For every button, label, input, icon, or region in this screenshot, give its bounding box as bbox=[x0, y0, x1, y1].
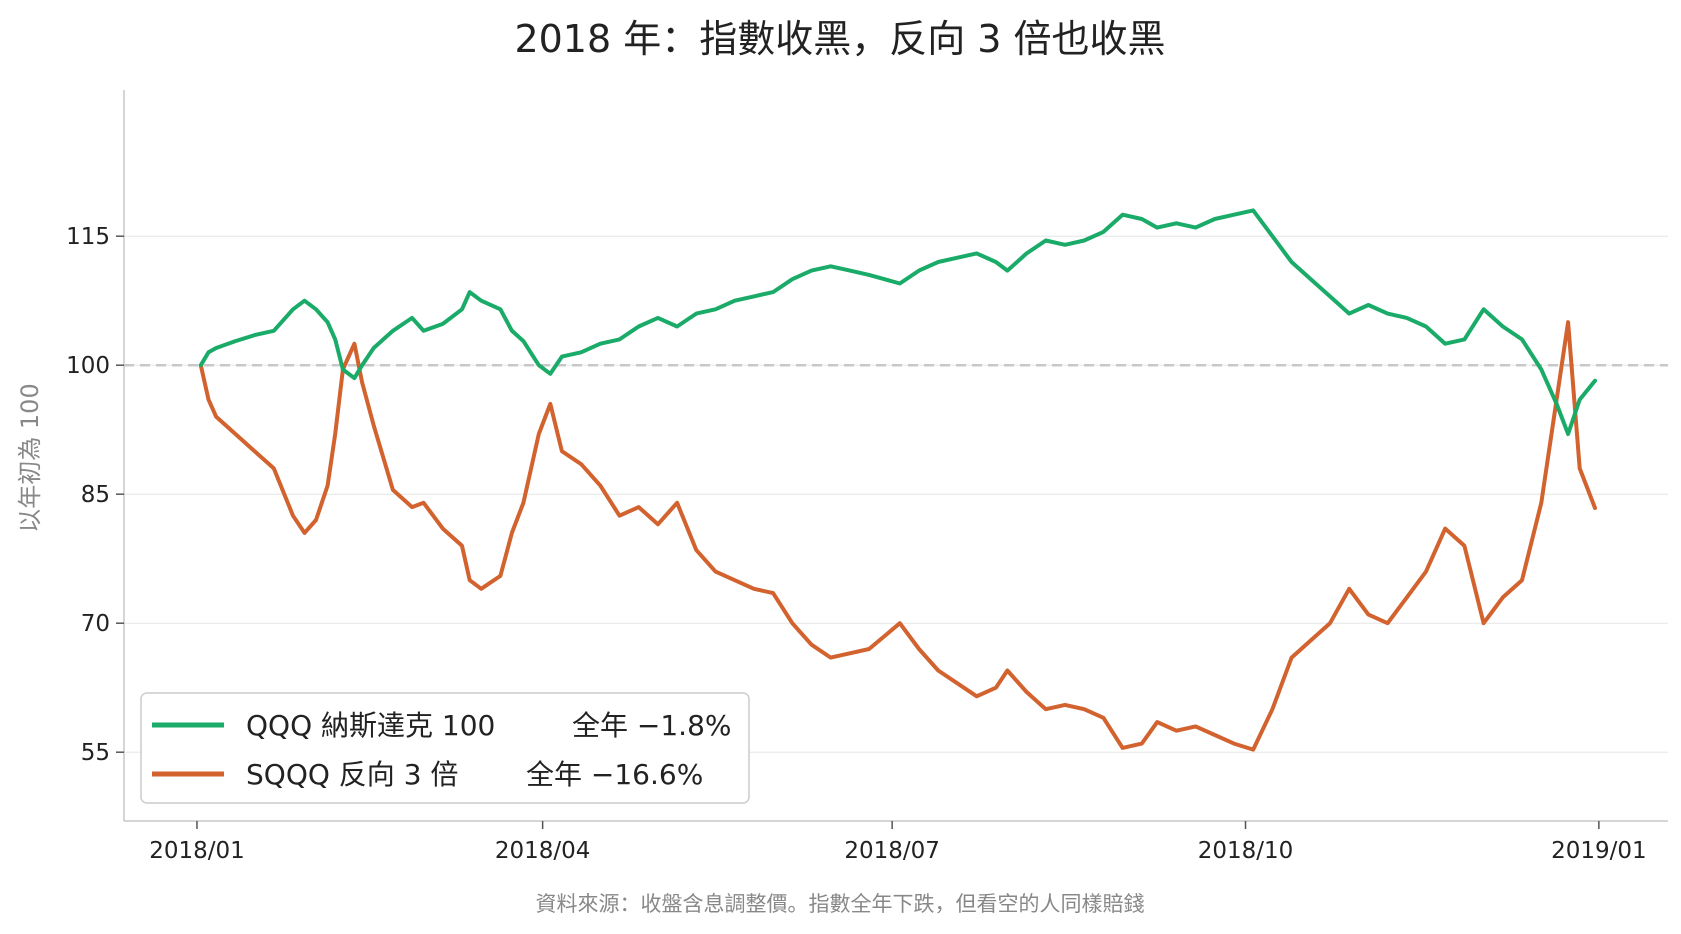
source-note: 資料來源：收盤含息調整價。指數全年下跌，但看空的人同樣賠錢 bbox=[536, 892, 1145, 916]
legend-label-qqq: QQQ 納斯達克 100 bbox=[246, 709, 495, 742]
x-tick-label: 2019/01 bbox=[1551, 838, 1647, 864]
y-axis-label: 以年初為 100 bbox=[16, 383, 44, 532]
y-tick-label: 85 bbox=[81, 482, 110, 508]
legend: QQQ 納斯達克 100 全年 −1.8% SQQQ 反向 3 倍 全年 −16… bbox=[140, 692, 750, 804]
x-tick-label: 2018/07 bbox=[844, 838, 940, 864]
x-ticks: 2018/01 2018/04 2018/07 2018/10 2019/01 bbox=[149, 821, 1647, 864]
x-tick-label: 2018/10 bbox=[1198, 838, 1294, 864]
x-tick-label: 2018/01 bbox=[149, 838, 245, 864]
y-tick-label: 55 bbox=[81, 740, 110, 766]
x-tick-label: 2018/04 bbox=[495, 838, 591, 864]
chart-title: 2018 年：指數收黑，反向 3 倍也收黑 bbox=[514, 17, 1165, 61]
legend-label-sqqq: SQQQ 反向 3 倍 bbox=[246, 758, 458, 791]
series-lines bbox=[198, 208, 1597, 752]
legend-annotation-sqqq: 全年 −16.6% bbox=[526, 758, 703, 791]
series-line-sqqq bbox=[198, 320, 1597, 752]
y-tick-label: 100 bbox=[66, 353, 110, 379]
gridlines bbox=[124, 235, 1668, 753]
legend-annotation-qqq: 全年 −1.8% bbox=[572, 709, 732, 742]
legend-box bbox=[140, 692, 750, 804]
axes bbox=[123, 90, 1668, 822]
y-tick-label: 70 bbox=[81, 611, 110, 637]
series-line-qqq bbox=[198, 208, 1597, 436]
y-ticks: 55 70 85 100 115 bbox=[66, 224, 124, 766]
y-tick-label: 115 bbox=[66, 224, 110, 250]
